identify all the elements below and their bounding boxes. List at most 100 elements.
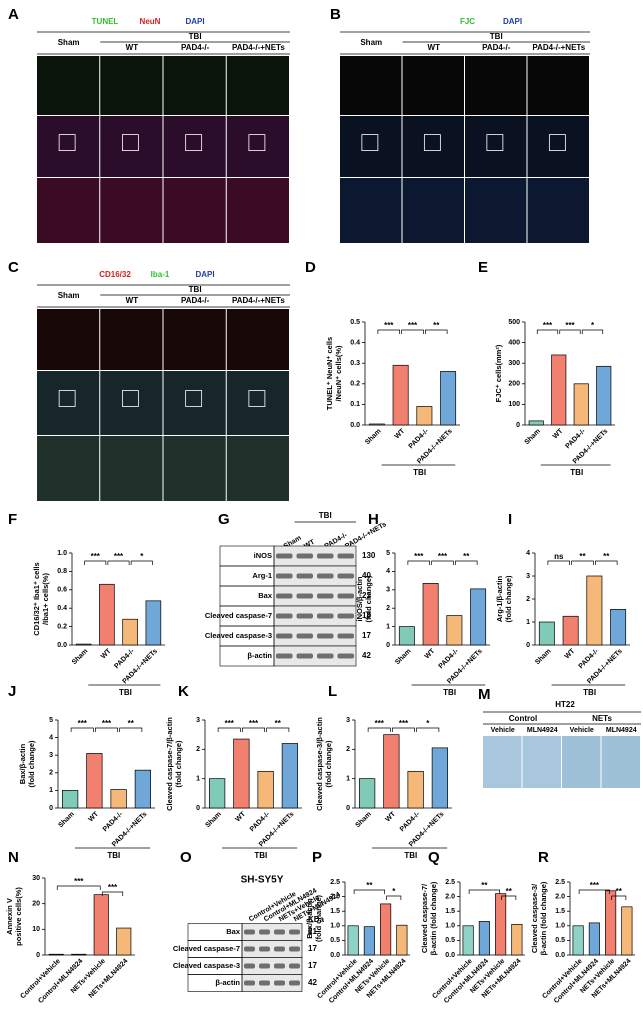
bar — [538, 621, 555, 646]
roi-box — [58, 390, 76, 407]
y-axis-label: Cleaved caspase-3/ — [530, 883, 539, 953]
y-tick-label: 10 — [32, 926, 40, 933]
y-tick-label: 0 — [346, 805, 350, 812]
roi-box — [121, 390, 139, 407]
y-tick-label: 0.0 — [57, 642, 67, 649]
x-tick-label: Sham — [204, 811, 222, 829]
bar — [359, 778, 376, 809]
significance-bracket — [547, 560, 570, 565]
y-tick-label: 2 — [346, 746, 350, 753]
roi-box — [121, 134, 139, 152]
bar — [431, 747, 448, 809]
band — [289, 946, 300, 952]
y-tick-label: 300 — [508, 360, 520, 367]
bar — [511, 923, 523, 956]
band — [317, 613, 334, 619]
band — [276, 613, 293, 619]
significance-label: *** — [384, 321, 394, 330]
significance-bracket — [455, 560, 478, 565]
y-tick-label: 2 — [196, 746, 200, 753]
x-tick-label: NETs+MLN4924 — [88, 958, 130, 1000]
panel-letter: A — [8, 6, 19, 23]
significance-bracket — [468, 889, 500, 894]
micrograph — [100, 371, 163, 435]
significance-bracket — [70, 727, 94, 732]
row-label: Cleaved caspase-3 — [205, 631, 272, 640]
group-label: Control — [509, 714, 537, 723]
y-tick-label: 0.0 — [350, 422, 360, 429]
micrograph — [100, 116, 163, 177]
y-axis-label: Annexin V — [5, 898, 14, 935]
bar — [586, 575, 603, 646]
bar — [551, 354, 567, 426]
band — [259, 980, 270, 986]
band — [259, 929, 270, 935]
y-tick-label: 4 — [386, 568, 390, 575]
y-tick-label: 2.0 — [555, 893, 565, 900]
column-label: WT — [126, 296, 139, 305]
kda-label: 17 — [308, 944, 317, 953]
group-label: TBI — [254, 851, 267, 860]
column-label: WT — [428, 43, 441, 52]
group-label: Sham — [360, 38, 382, 47]
column-label: Vehicle — [491, 727, 515, 734]
y-axis-label: β-actin (fold change) — [429, 881, 438, 955]
bar — [528, 420, 544, 426]
y-axis-label: (fold change) — [27, 740, 36, 788]
row-label: Bax — [226, 927, 241, 936]
y-axis-label: (fold change) — [324, 740, 333, 788]
significance-label: * — [392, 887, 396, 896]
y-axis-label: (fold change) — [314, 894, 323, 942]
significance-label: ** — [616, 887, 623, 896]
micrograph — [37, 178, 100, 243]
y-tick-label: 400 — [508, 339, 520, 346]
panel-letter: F — [8, 511, 17, 528]
x-tick-label: Sham — [354, 811, 372, 829]
bar — [122, 618, 138, 646]
y-tick-label: 0.2 — [350, 381, 360, 388]
micrograph — [37, 436, 100, 501]
panel-letter: O — [180, 849, 192, 866]
y-tick-label: 4 — [526, 550, 530, 557]
micrograph — [465, 116, 527, 177]
micrograph — [226, 56, 289, 115]
roi-box — [185, 134, 203, 152]
y-tick-label: 30 — [32, 875, 40, 882]
significance-label: *** — [414, 552, 424, 561]
bar — [398, 626, 415, 646]
x-tick-label: PAD4-/- — [399, 810, 422, 833]
micrograph — [100, 309, 163, 370]
stain-label: DAPI — [195, 270, 214, 279]
significance-label: ** — [579, 552, 586, 561]
micrograph — [402, 56, 464, 115]
bar — [93, 894, 109, 956]
y-tick-label: 0 — [36, 952, 40, 959]
band — [276, 653, 293, 659]
significance-bracket — [392, 727, 415, 732]
significance-bracket — [595, 560, 618, 565]
significance-label: *** — [102, 719, 112, 728]
bar — [573, 383, 589, 426]
y-axis-label: positive cells(%) — [14, 887, 23, 946]
x-tick-label: Sham — [534, 648, 552, 666]
micrograph — [37, 116, 100, 177]
stain-label: FJC — [460, 17, 475, 26]
y-axis-label: (fold change) — [504, 575, 513, 623]
y-axis-label: /NeuN⁺ cells(%) — [334, 345, 343, 402]
bar — [363, 926, 375, 956]
y-axis-label: iNOS/β-actin — [355, 576, 364, 621]
significance-bracket — [353, 889, 385, 894]
band — [276, 593, 293, 599]
y-tick-label: 3 — [346, 717, 350, 724]
row-label: iNOS — [254, 551, 272, 560]
row-label: Cleaved caspase-7 — [173, 944, 240, 953]
significance-label: ** — [275, 719, 282, 728]
significance-label: *** — [108, 883, 118, 892]
group-label: TBI — [490, 32, 503, 41]
panel-letter: D — [305, 259, 316, 276]
significance-bracket — [107, 560, 130, 565]
bar — [407, 770, 424, 809]
x-tick-label: WT — [394, 427, 407, 440]
y-axis-label: CD16/32⁺ Iba1⁺ cells — [32, 562, 41, 635]
lane-label: WT — [303, 538, 317, 550]
